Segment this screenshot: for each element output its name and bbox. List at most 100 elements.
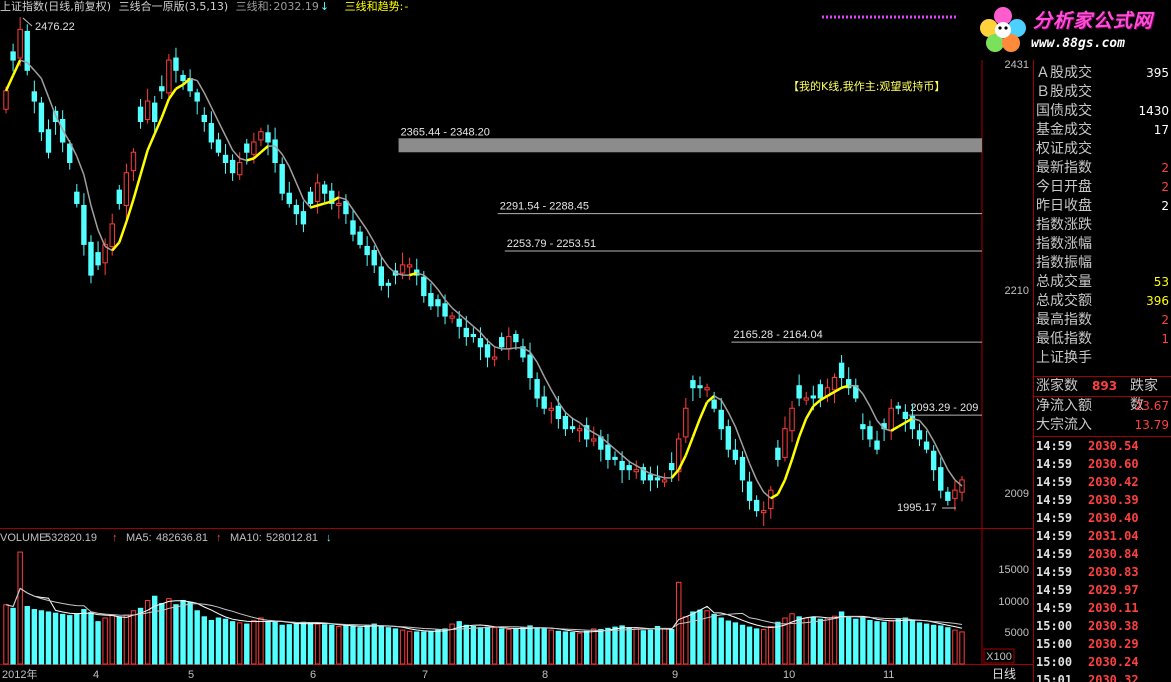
volume-bar [414,631,420,665]
site-logo[interactable]: 分析家公式网 www.88gs.com [975,2,1171,60]
candle-body [796,385,802,399]
candle-body [357,231,363,245]
info-row: 权证成交 [1034,140,1171,159]
candle-body [732,449,739,460]
trend-value: - [404,0,409,13]
candle-body [690,380,696,389]
ma-line-rising-segment [324,200,333,205]
volume-bar [116,616,122,665]
tick-price: 2030.11 [1088,601,1139,615]
volume-bar [166,598,172,665]
ma-line-rising-segment [812,399,822,408]
candle-body [173,57,179,71]
ma-line-segment [281,153,290,167]
chart-header: 上证指数(日线,前复权) 三线合一原版(3,5,13) 三线和:2032.19↓… [0,0,980,14]
candle-body [208,123,215,143]
candle-body [923,441,930,450]
ma-line-segment [33,69,42,80]
resistance-label: 2291.54 - 2288.45 [500,201,589,213]
candle-body [753,499,760,512]
ma-line-segment [40,78,50,98]
candle-body [300,211,307,225]
volume-bar [24,606,30,665]
tick-price: 2029.97 [1088,583,1139,597]
candle-body [846,379,852,389]
candle-body [718,409,724,430]
volume-bar [123,614,130,665]
volume-tick-label: 15000 [998,564,1029,576]
ma-line-segment [869,405,878,421]
candle-body [654,477,661,481]
volume-bar [661,628,668,665]
three-line-arrow-icon: ↓ [319,0,330,13]
volume-bar [428,630,434,665]
volume-bar [385,627,392,665]
volume-bar [95,621,101,665]
ma-line-segment [572,417,580,424]
candle-body [421,276,427,297]
low-marker-label: 1995.17 [897,502,937,514]
tick-row: 14:59 2030.83 [1034,563,1171,581]
volume-bar [626,627,632,665]
tick-row: 15:00 2030.29 [1034,635,1171,653]
candle-body [385,282,392,286]
candle-body [180,74,186,82]
candle-body [102,243,108,264]
candle-body [668,463,675,471]
candle-body [527,354,533,379]
info-label: 国债成交 [1036,103,1092,119]
volume-bar [364,624,370,665]
candle-body [548,407,554,411]
candle-body [562,415,569,430]
candle-body [10,51,16,61]
volume-bar [746,626,753,665]
ma-line-rising-segment [146,133,156,151]
candle-body [307,191,314,204]
volume-bar [548,629,554,665]
volume-bar [222,618,229,665]
ma-line-rising-segment [331,196,340,203]
volume-bar [159,602,165,665]
volume-bar [881,621,887,665]
ma5-arrow-icon: ↑ [216,532,222,544]
tick-price: 2030.60 [1088,457,1139,471]
volume-bar [321,624,328,665]
tick-price: 2030.54 [1088,439,1139,453]
volume-bar [506,629,512,665]
candle-body [194,92,200,102]
security-title[interactable]: 上证指数(日线,前复权) [0,0,112,13]
tick-row: 15:01 2030.32 [1034,671,1171,682]
volume-bar [357,627,363,665]
ma-line-rising-segment [139,149,149,176]
ma-line-segment [579,422,588,430]
candle-body [541,396,547,409]
candle-body [484,344,491,358]
volume-bar [761,629,767,665]
candle-body [38,102,45,133]
candle-body [803,397,809,401]
info-row: 基金成交 17 [1034,121,1171,140]
tick-time: 14:59 [1036,601,1073,615]
ma-line-segment [366,229,375,243]
ma-line-segment [862,393,871,407]
info-value: 1430 [1138,104,1169,118]
candle-body [576,428,583,432]
ma-line-segment [76,156,85,176]
candle-body [605,444,611,460]
volume-bar [612,626,618,665]
candle-body [45,129,52,153]
ma-line-segment [918,420,928,430]
ma-line-rising-segment [790,436,801,460]
period-button[interactable]: 日线 [992,667,1016,681]
candle-body [817,384,824,399]
indicator-name[interactable]: 三线合一原版(3,5,13) [118,0,229,13]
tick-price: 2030.32 [1088,673,1139,682]
candle-body [491,356,498,360]
ma-line-rising-segment [670,468,680,479]
volume-bar [860,617,866,665]
volume-bar [640,630,647,665]
ma5-value: 482636.81 [156,532,208,544]
volume-bar [732,622,739,665]
volume-unit-box [983,648,1015,664]
